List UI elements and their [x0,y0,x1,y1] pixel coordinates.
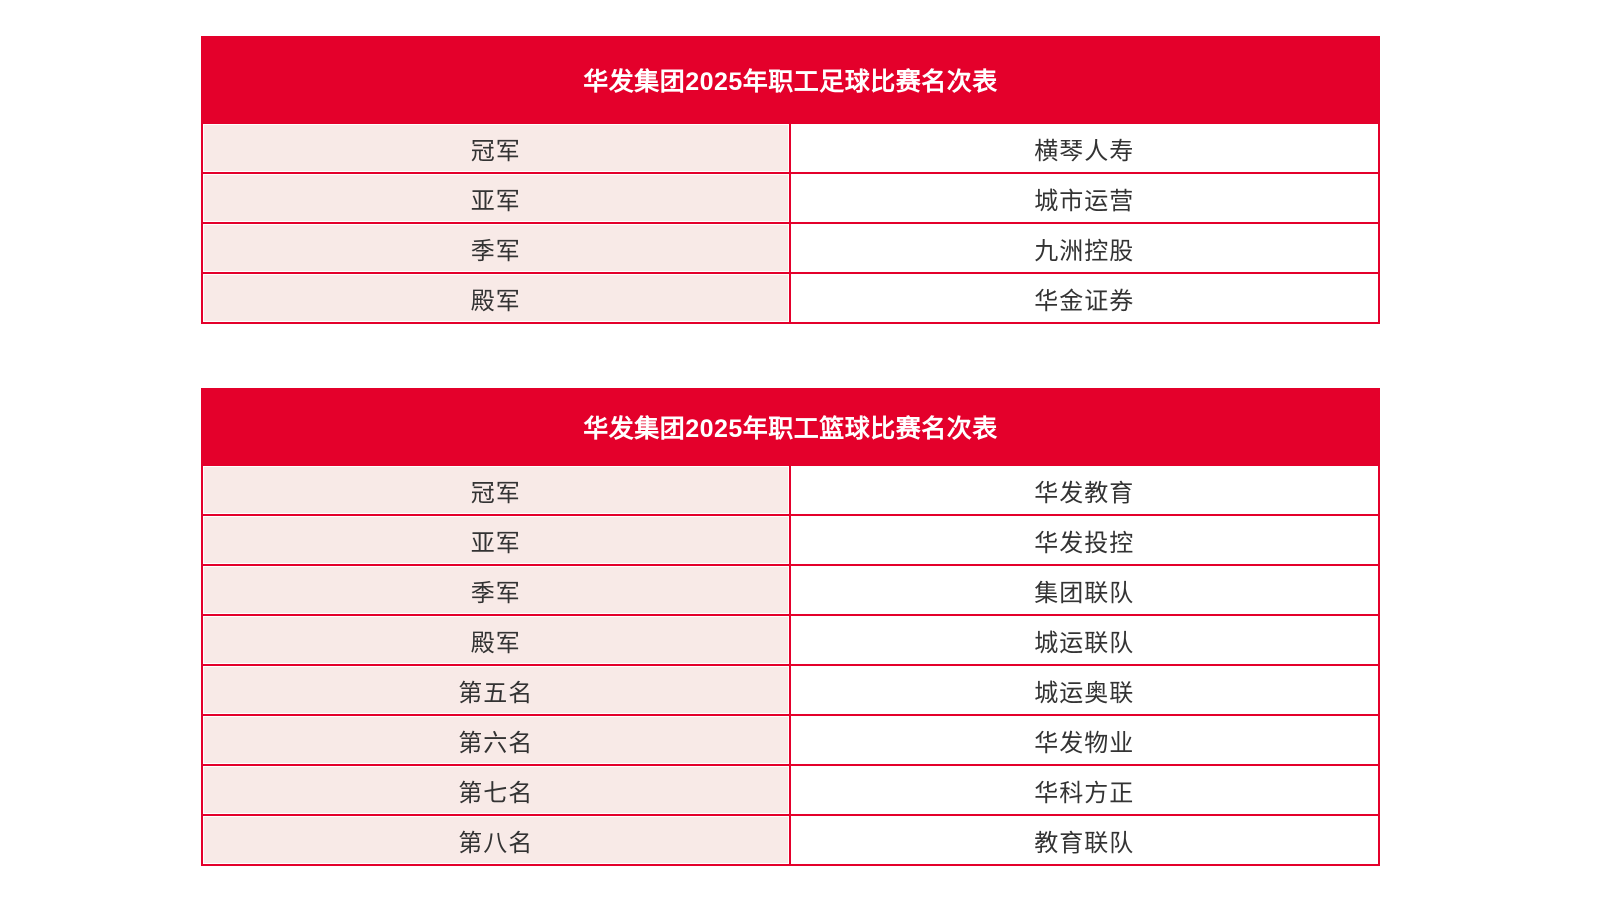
table-row: 季军 集团联队 [201,566,1380,616]
rank-label: 季军 [201,224,791,274]
team-name: 城运联队 [790,616,1380,666]
table-row: 殿军 城运联队 [201,616,1380,666]
table-row: 第八名 教育联队 [201,816,1380,866]
team-name: 城运奥联 [790,666,1380,716]
team-name: 集团联队 [790,566,1380,616]
football-table-body: 华发集团2025年职工足球比赛名次表 冠军 横琴人寿 亚军 城市运营 季军 九洲… [201,36,1380,324]
rank-label: 季军 [201,566,791,616]
table-row: 亚军 华发投控 [201,516,1380,566]
table-row: 殿军 华金证券 [201,274,1380,324]
team-name: 城市运营 [790,174,1380,224]
rank-label: 冠军 [201,124,791,174]
basketball-table-title: 华发集团2025年职工篮球比赛名次表 [201,388,1380,466]
rank-label: 亚军 [201,174,791,224]
team-name: 华科方正 [790,766,1380,816]
table-row: 亚军 城市运营 [201,174,1380,224]
table-row: 第六名 华发物业 [201,716,1380,766]
team-name: 华发教育 [790,466,1380,516]
basketball-title-row: 华发集团2025年职工篮球比赛名次表 [201,388,1380,466]
basketball-table-body: 华发集团2025年职工篮球比赛名次表 冠军 华发教育 亚军 华发投控 季军 集团… [201,388,1380,866]
football-table-title: 华发集团2025年职工足球比赛名次表 [201,36,1380,124]
team-name: 华金证券 [790,274,1380,324]
basketball-ranking-table: 华发集团2025年职工篮球比赛名次表 冠军 华发教育 亚军 华发投控 季军 集团… [201,388,1380,866]
rank-label: 亚军 [201,516,791,566]
rank-label: 殿军 [201,274,791,324]
team-name: 横琴人寿 [790,124,1380,174]
rank-label: 第五名 [201,666,791,716]
table-row: 冠军 横琴人寿 [201,124,1380,174]
rank-label: 殿军 [201,616,791,666]
rank-label: 第七名 [201,766,791,816]
team-name: 华发物业 [790,716,1380,766]
rank-label: 冠军 [201,466,791,516]
football-ranking-table: 华发集团2025年职工足球比赛名次表 冠军 横琴人寿 亚军 城市运营 季军 九洲… [201,36,1380,324]
football-title-row: 华发集团2025年职工足球比赛名次表 [201,36,1380,124]
table-row: 冠军 华发教育 [201,466,1380,516]
team-name: 华发投控 [790,516,1380,566]
rank-label: 第八名 [201,816,791,866]
rank-label: 第六名 [201,716,791,766]
team-name: 教育联队 [790,816,1380,866]
team-name: 九洲控股 [790,224,1380,274]
table-row: 第七名 华科方正 [201,766,1380,816]
table-row: 第五名 城运奥联 [201,666,1380,716]
table-row: 季军 九洲控股 [201,224,1380,274]
